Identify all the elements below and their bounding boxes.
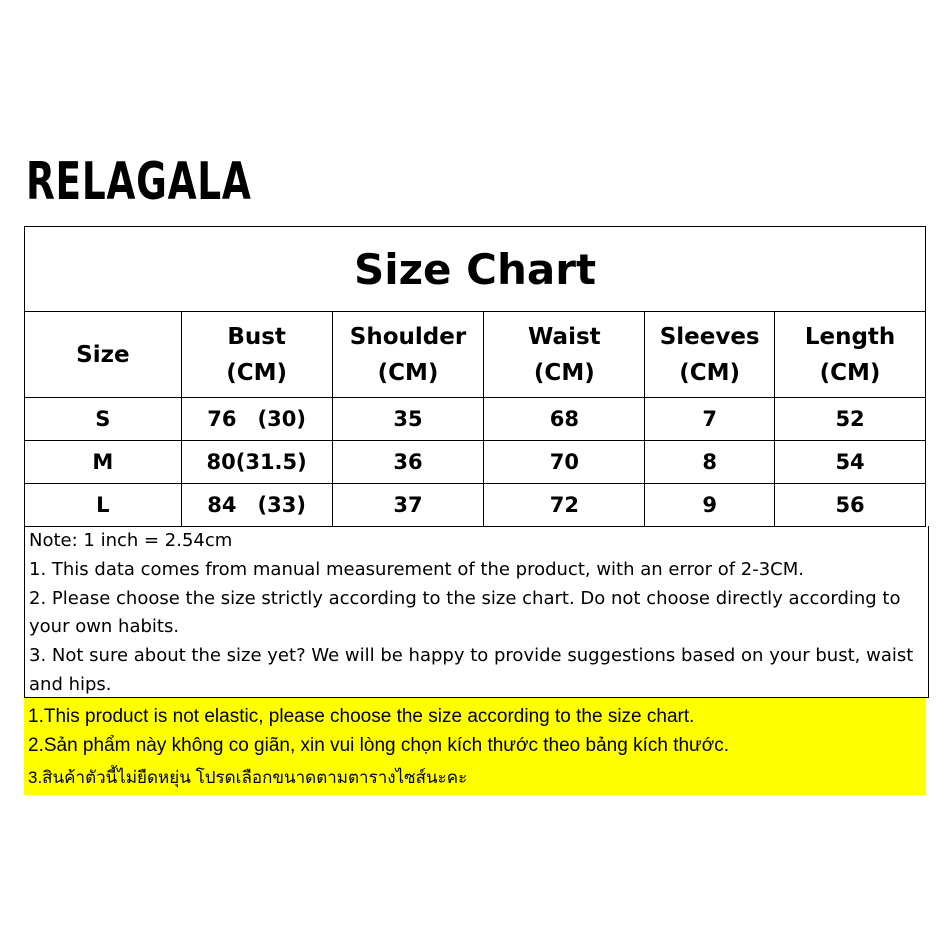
cell: 80(31.5) [180,440,333,484]
cell: 37 [331,483,485,527]
cell: 8 [644,440,776,484]
header-sleeves: Sleeves (CM) [644,311,776,398]
cell: 70 [483,440,646,484]
note-line: Note: 1 inch = 2.54cm [29,530,233,551]
header-bust: Bust (CM) [180,311,333,398]
notes-box: Note: 1 inch = 2.54cm 1. This data comes… [24,526,929,698]
table-row: S 76 (30) 35 68 7 52 [24,397,926,441]
note-line: 1. This data comes from manual measureme… [29,558,804,580]
elasticity-notice: 1.This product is not elastic, please ch… [24,698,926,795]
notice-vietnamese: 2.Sản phẩm này không co giãn, xin vui lò… [28,735,729,756]
cell: 72 [483,483,646,527]
cell: S [24,397,182,441]
table-row: M 80(31.5) 36 70 8 54 [24,440,926,484]
cell: 36 [331,440,485,484]
cell: 68 [483,397,646,441]
header-waist: Waist (CM) [483,311,646,398]
table-row: L 84 (33) 37 72 9 56 [24,483,926,527]
cell: L [24,483,182,527]
cell: 84 (33) [180,483,333,527]
cell: 56 [774,483,926,527]
table-title: Size Chart [24,226,926,312]
cell: M [24,440,182,484]
header-row: Size Bust (CM) Shoulder (CM) Waist (CM) Sle… [24,311,926,398]
header-length: Length (CM) [774,311,926,398]
cell: 35 [331,397,485,441]
size-chart-table: Size Chart Size Bust (CM) Shoulder (CM) Wa… [24,226,926,527]
header-size: Size [24,311,182,398]
cell: 54 [774,440,926,484]
notice-thai: 3.สินค้าตัวนี้ไม่ยืดหยุ่น โปรดเลือกขนาดต… [28,768,468,787]
cell: 9 [644,483,776,527]
cell: 52 [774,397,926,441]
note-line: 2. Please choose the size strictly accor… [29,587,901,638]
note-line: 3. Not sure about the size yet? We will … [29,645,914,695]
header-shoulder: Shoulder (CM) [331,311,485,398]
cell: 7 [644,397,776,441]
cell: 76 (30) [180,397,333,441]
brand-logo: RELAGALA [26,152,252,212]
notice-english: 1.This product is not elastic, please ch… [28,706,695,727]
